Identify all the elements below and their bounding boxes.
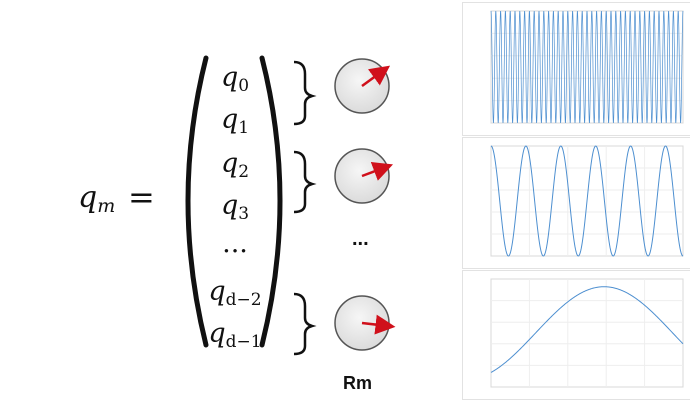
- series-line: [490, 286, 684, 373]
- formula-lhs: qm: [78, 180, 115, 217]
- vector-element-3: q3: [220, 190, 250, 224]
- lhs-base: q: [78, 180, 98, 215]
- vector-element-d-1: qd−1: [208, 318, 262, 352]
- plot-mid-frequency-svg: [490, 145, 684, 257]
- series-line: [490, 145, 684, 257]
- left-parenthesis: [185, 55, 209, 348]
- vector-element-0: q0: [220, 62, 250, 96]
- plot-low-frequency: [462, 270, 690, 400]
- rotation-arrow-2: [361, 162, 394, 181]
- plot-high-frequency-svg: [490, 10, 684, 124]
- lhs-subscript: m: [97, 195, 116, 217]
- series-line: [490, 10, 684, 124]
- vector-element-2: q2: [220, 148, 250, 182]
- rotation-gap-ellipsis: ...: [352, 228, 369, 250]
- vector-ellipsis: ...: [222, 228, 248, 259]
- equals-sign: =: [128, 178, 155, 216]
- plot-mid-frequency: [462, 137, 690, 269]
- vector-element-1: q1: [220, 104, 250, 138]
- brace-2: [293, 150, 317, 214]
- rotation-label: Rm: [343, 373, 373, 393]
- plot-low-frequency-svg: [490, 278, 684, 388]
- brace-3: [293, 292, 317, 356]
- rotation-arrow-1: [361, 65, 391, 88]
- rotation-arrow-3: [361, 314, 396, 335]
- plot-frame: [490, 10, 684, 124]
- vector-element-d-2: qd−2: [208, 276, 262, 310]
- brace-1: [293, 60, 317, 126]
- plot-frame: [490, 278, 684, 388]
- plot-high-frequency: [462, 2, 690, 136]
- right-parenthesis: [259, 55, 283, 348]
